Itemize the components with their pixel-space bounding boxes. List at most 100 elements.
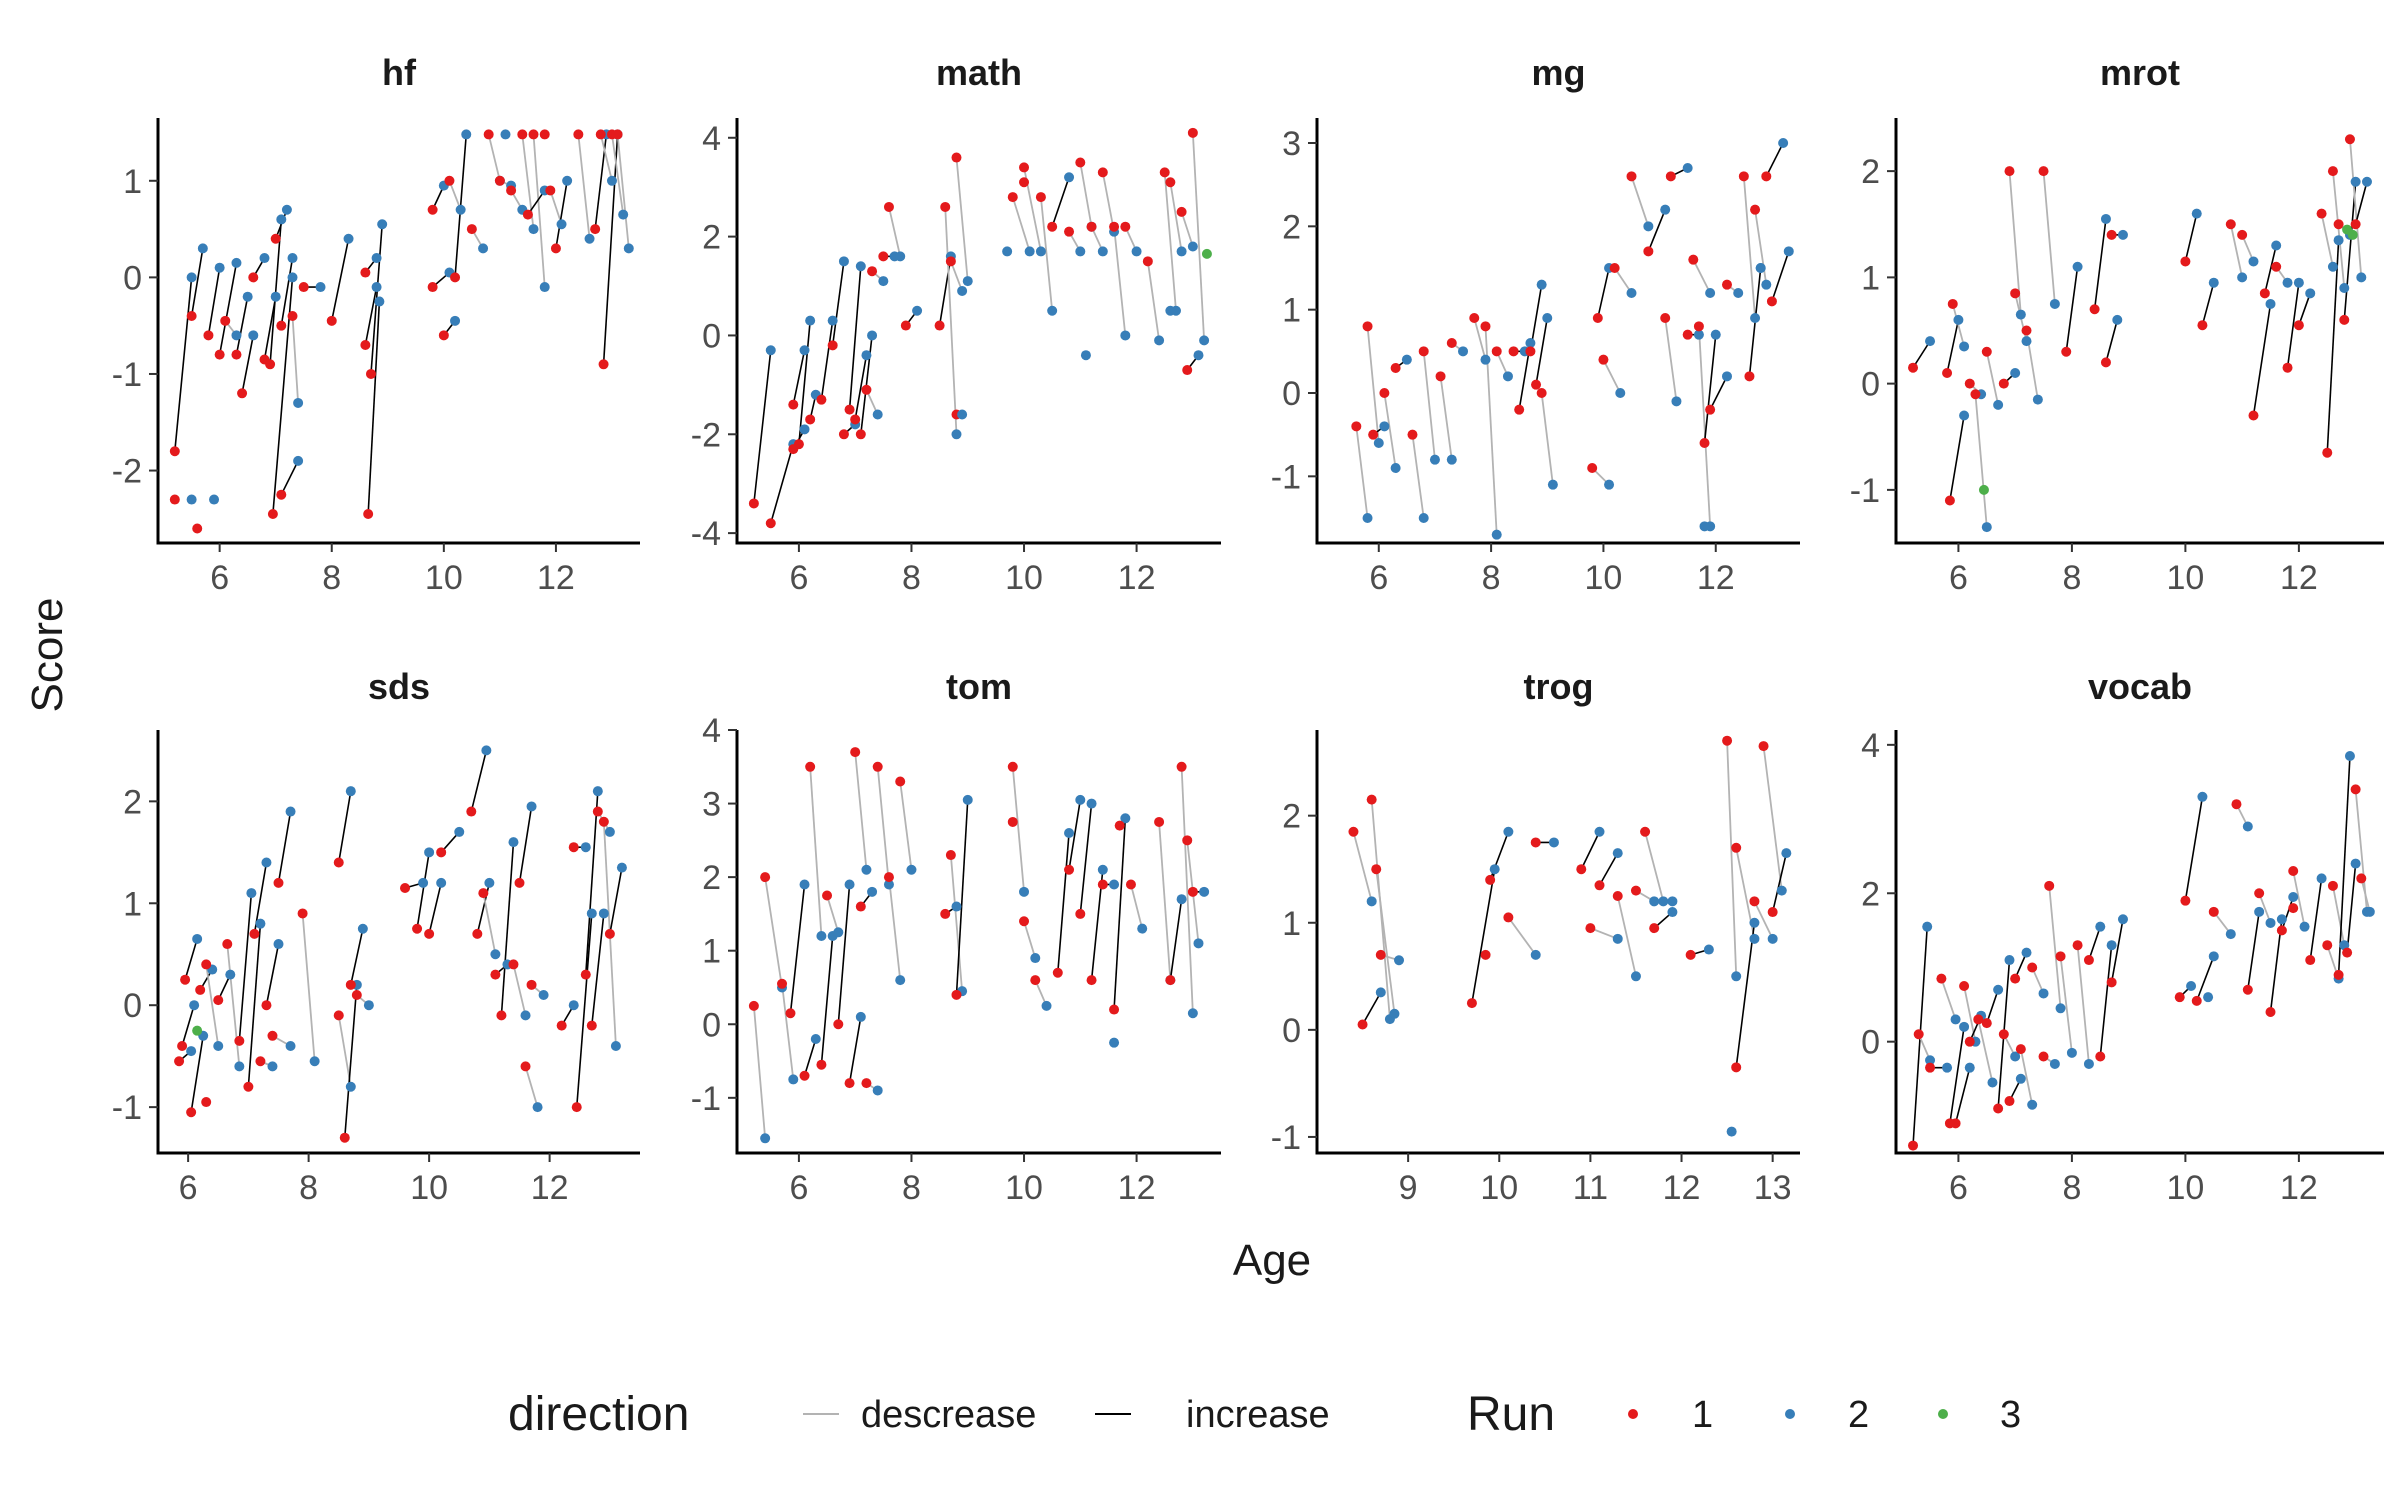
run-2-point [281,204,292,215]
run-2-point [1064,827,1075,838]
run-2-point [1536,279,1547,290]
run-1-point [586,1020,597,1031]
descrease-line [2019,1048,2034,1105]
run-2-point [532,1102,543,1113]
descrease-line [1616,895,1637,977]
run-2-point [584,233,595,244]
descrease-line [2229,224,2244,278]
legend-label-increase: increase [1186,1394,1330,1436]
run-1-point [1109,1004,1120,1015]
increase-line [416,852,430,929]
descrease-line [2320,213,2334,267]
descrease-line [205,964,220,1047]
run-3-point [192,1025,203,1036]
run-2-point [2237,272,2248,283]
run-1-point [1351,421,1362,432]
increase-line [470,750,488,812]
increase-line [1535,317,1549,385]
x-tick-label: 10 [1480,1169,1518,1207]
legend-run-title: Run [1467,1388,1555,1441]
descrease-line [899,781,913,870]
increase-line [769,443,795,524]
descrease-line [577,134,591,239]
run-1-point [1959,981,1970,992]
run-2-point [1401,354,1412,365]
run-1-point [1649,923,1660,934]
descrease-line [1169,182,1183,252]
descrease-line [809,766,823,937]
run-1-point [2271,261,2282,272]
increase-line [1597,267,1610,319]
run-1-point [2038,1051,2049,1062]
y-tick-label: 1 [1282,905,1301,943]
descrease-line [1411,434,1425,519]
x-tick-label: 10 [1005,559,1043,597]
y-tick-label: 2 [1282,798,1301,836]
descrease-line [752,1005,767,1139]
run-1-point [2316,208,2327,219]
run-1-point [203,330,214,341]
run-1-point [2288,866,2299,876]
run-1-point [539,129,550,140]
x-tick-label: 12 [531,1169,569,1207]
run-2-point [2186,981,2197,992]
run-2-point [810,1033,821,1044]
run-2-point [2117,914,2128,925]
run-1-point [2333,219,2344,230]
descrease-line [2059,956,2073,1053]
run-1-point [1480,321,1491,332]
run-2-point [1199,335,1210,346]
descrease-line [1422,351,1436,460]
increase-line [753,350,772,504]
increase-line [2281,896,2294,931]
y-tick-label: 1 [1282,292,1301,330]
run-2-point [1993,984,2004,995]
y-tick-label: 2 [1861,875,1880,913]
run-2-point [2265,298,2276,309]
run-1-point [1503,912,1514,923]
run-1-point [267,1030,278,1041]
descrease-line [1383,392,1397,469]
run-1-point [1682,329,1693,340]
increase-line [218,262,238,355]
run-1-point [1699,438,1710,448]
run-2-point [197,243,208,254]
run-2-point [2282,277,2293,288]
increase-line [174,277,193,452]
run-1-point [2106,977,2117,988]
descrease-line [1101,172,1115,232]
run-2-point [855,261,866,272]
run-2-point [962,794,973,805]
descrease-line [1742,176,1756,319]
run-2-point [270,291,281,302]
run-1-point [816,1059,827,1070]
y-tick-label: -1 [1271,1119,1301,1157]
run-2-point [844,879,855,890]
run-1-point [1973,1014,1984,1025]
run-1-point [1362,321,1373,332]
descrease-line [616,134,630,249]
run-2-point [186,272,197,283]
run-2-point [1925,336,1936,347]
run-2-point [363,1000,374,1011]
run-2-point [1097,246,1108,257]
run-2-point [1480,354,1491,365]
run-2-point [287,272,298,283]
run-1-point [1469,313,1480,323]
increase-line [1912,340,1931,369]
x-tick-label: 12 [537,559,575,597]
run-3-point [1978,484,1989,495]
x-tick-label: 13 [1754,1169,1792,1207]
run-1-point [945,850,956,861]
descrease-line [1366,326,1380,444]
run-1-point [514,877,525,888]
panel-title-hf: hf [382,52,417,93]
increase-line [1068,799,1082,870]
descrease-line [1130,884,1144,929]
run-2-point [345,786,356,797]
run-1-point [2237,229,2248,240]
run-1-point [595,129,606,140]
run-2-point [1964,1062,1975,1073]
run-1-point [1913,1029,1924,1040]
